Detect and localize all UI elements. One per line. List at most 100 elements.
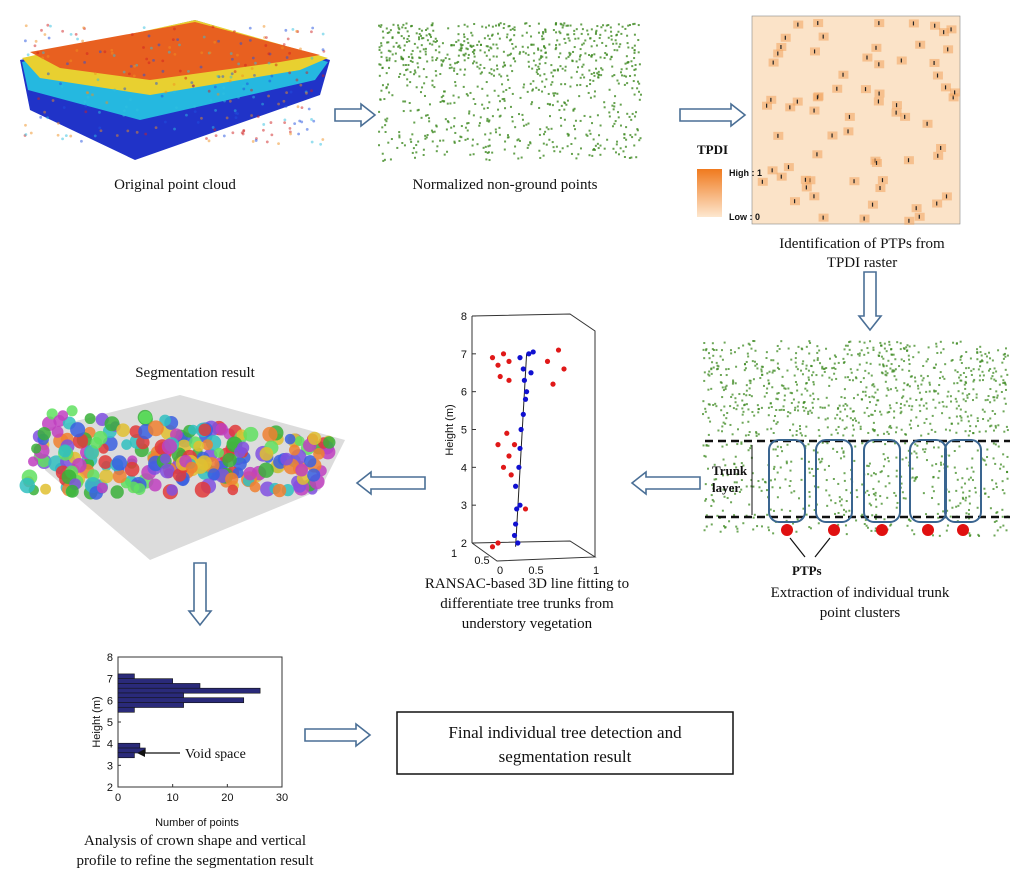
ptp-marker xyxy=(922,524,934,536)
hist-ylabel: Height (m) xyxy=(91,696,103,747)
scatter-point xyxy=(544,358,551,364)
hist-y-tick-label: 4 xyxy=(107,739,113,751)
scatter-point xyxy=(489,355,496,361)
scatter-point xyxy=(514,506,520,512)
hist-bar xyxy=(117,742,141,749)
tpdi-legend-title: TPDI xyxy=(697,142,728,157)
scatter-point xyxy=(516,464,522,470)
scatter-point xyxy=(524,389,530,395)
scatter-point xyxy=(495,442,501,448)
hist-y-tick-label: 8 xyxy=(107,652,113,664)
y-tick-label: 8 xyxy=(461,311,467,323)
hist-bar xyxy=(117,697,245,704)
scatter-point xyxy=(520,366,526,372)
hist-y-tick-label: 6 xyxy=(107,695,113,707)
scatter-point xyxy=(522,506,529,512)
hist-bar xyxy=(117,692,184,699)
scatter-point xyxy=(518,426,524,433)
scatter-point xyxy=(521,377,528,383)
scatter-point xyxy=(506,377,512,383)
y-tick-label: 2 xyxy=(461,538,467,550)
hist-bar xyxy=(117,673,135,680)
void-space-annotation: Void space xyxy=(185,747,246,762)
scatter-ylabel: Height (m) xyxy=(444,404,456,455)
ptps-label: PTPs xyxy=(792,563,822,578)
plot-floor xyxy=(471,540,597,562)
scatter-point xyxy=(511,532,518,539)
ptp-marker xyxy=(828,524,840,536)
normalized-points-image xyxy=(378,22,642,162)
scatter-point xyxy=(530,349,536,355)
tpdi-low-label: Low : 0 xyxy=(729,212,760,222)
hist-bar xyxy=(117,752,135,759)
trunk-cylinder xyxy=(815,439,853,523)
arrow-down-icon xyxy=(857,271,883,332)
scatter-point xyxy=(489,544,496,550)
depth-tick-label: 1 xyxy=(451,548,457,560)
final-result-line-1: Final individual tree detection and xyxy=(448,723,682,742)
hist-axes-box xyxy=(117,656,283,788)
caption-ptp-2: TPDI raster xyxy=(827,255,897,271)
caption-normalized: Normalized non-ground points xyxy=(413,177,598,193)
flow-arrows xyxy=(187,102,883,748)
arrow-down-icon xyxy=(187,562,213,627)
arrow-right-icon xyxy=(334,102,377,128)
caption-ransac-2: differentiate tree trunks from xyxy=(440,596,614,612)
caption-ptp-1: Identification of PTPs from xyxy=(779,236,945,252)
trunk-extraction-image xyxy=(702,340,1010,558)
scatter-point xyxy=(500,464,507,470)
plot-box-back xyxy=(471,313,596,557)
scatter-point xyxy=(497,373,503,380)
scatter-point xyxy=(550,381,556,387)
final-result-line-2: segmentation result xyxy=(499,747,632,766)
ptp-pointer xyxy=(789,537,806,558)
hist-bar xyxy=(117,702,184,708)
scatter-point xyxy=(500,351,507,357)
caption-analysis-2: profile to refine the segmentation resul… xyxy=(76,853,314,869)
hist-x-tick-label: 0 xyxy=(115,792,121,804)
ransac-3d-scatter-plot: 2 3 4 5 6 7 8 0 0.5 1 0.5 1 xyxy=(451,311,599,577)
scatter-point xyxy=(506,453,512,459)
y-tick-label: 6 xyxy=(461,387,467,399)
caption-analysis-1: Analysis of crown shape and vertical xyxy=(84,833,306,849)
scatter-point xyxy=(520,411,526,417)
arrow-right-icon xyxy=(679,102,747,128)
layer-label: layer xyxy=(712,480,740,495)
cloud-top-band xyxy=(30,22,320,80)
original-point-cloud-image xyxy=(20,20,330,160)
scatter-point xyxy=(508,472,514,478)
scatter-point xyxy=(495,362,501,368)
caption-original: Original point cloud xyxy=(114,177,236,193)
depth-tick-label: 0.5 xyxy=(474,555,489,567)
segmentation-result-image xyxy=(19,395,345,560)
scatter-point xyxy=(526,351,532,357)
caption-ransac-3: understory vegetation xyxy=(462,616,593,632)
trunk-cylinder xyxy=(768,439,806,523)
hist-y-tick-label: 3 xyxy=(107,760,113,772)
hist-x-tick-label: 20 xyxy=(221,792,233,804)
scatter-point xyxy=(513,521,519,527)
scatter-point xyxy=(513,483,519,489)
hist-y-tick-label: 5 xyxy=(107,717,113,729)
trunk-cylinder xyxy=(944,439,982,523)
scatter-point xyxy=(561,366,567,372)
tpdi-high-label: High : 1 xyxy=(729,168,762,178)
hist-xlabel: Number of points xyxy=(155,817,239,829)
caption-segmentation: Segmentation result xyxy=(135,365,255,381)
hist-x-tick-label: 10 xyxy=(167,792,179,804)
scatter-point xyxy=(515,540,521,546)
x-tick-label: 1 xyxy=(593,565,599,577)
scatter-point xyxy=(517,445,523,452)
trunk-label: Trunk xyxy=(712,463,748,478)
x-tick-label: 0.5 xyxy=(528,565,543,577)
arrow-left-icon xyxy=(630,470,701,496)
scatter-point xyxy=(517,355,523,361)
ptp-marker xyxy=(957,524,969,536)
vertical-profile-histogram: 2 3 4 5 6 7 8 0 10 20 30 xyxy=(107,652,288,804)
ptp-marker xyxy=(781,524,793,536)
scatter-point xyxy=(511,442,518,448)
ptp-pointer xyxy=(814,537,831,558)
hist-y-tick-label: 7 xyxy=(107,674,113,686)
hist-bar xyxy=(117,706,135,713)
y-tick-label: 7 xyxy=(461,349,467,361)
